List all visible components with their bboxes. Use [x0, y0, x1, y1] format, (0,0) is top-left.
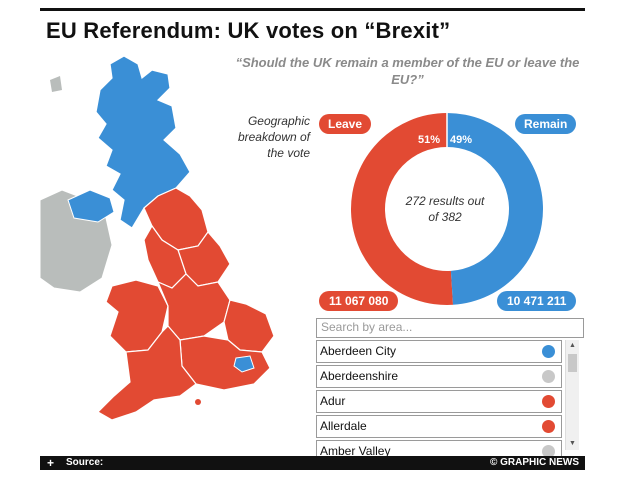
expand-icon[interactable]: +	[47, 456, 55, 470]
geographic-breakdown-label: Geographic breakdown of the vote	[237, 114, 310, 160]
remain-vote-count: 10 471 211	[497, 291, 577, 311]
scroll-down-icon[interactable]: ▼	[569, 440, 576, 447]
footer-bar: + Source: © GRAPHIC NEWS	[40, 456, 585, 470]
brand-credit: © GRAPHIC NEWS	[489, 457, 579, 468]
result-status-dot	[542, 445, 555, 458]
list-item[interactable]: Aberdeen City	[316, 340, 562, 363]
scroll-up-icon[interactable]: ▲	[569, 342, 576, 349]
source-link[interactable]: Source:	[66, 457, 104, 468]
leave-percent: 51%	[418, 134, 441, 146]
result-status-dot	[542, 395, 555, 408]
results-counter: 272 results out of 382	[405, 194, 485, 224]
page-title: EU Referendum: UK votes on “Brexit”	[46, 18, 451, 43]
scroll-thumb[interactable]	[568, 354, 577, 372]
area-name: Adur	[320, 394, 346, 408]
leave-label: Leave	[319, 114, 372, 134]
area-name: Aberdeen City	[320, 344, 397, 358]
area-name: Amber Valley	[320, 444, 391, 458]
area-name: Allerdale	[320, 419, 367, 433]
islands-west	[50, 76, 62, 92]
graphic-frame: EU Referendum: UK votes on “Brexit” “Sho…	[40, 8, 585, 470]
leave-vote-count: 11 067 080	[319, 291, 399, 311]
scotland[interactable]	[95, 55, 191, 229]
list-item[interactable]: Adur	[316, 390, 562, 413]
result-status-dot	[542, 420, 555, 433]
search-input[interactable]: Search by area...	[316, 318, 584, 338]
area-name: Aberdeenshire	[320, 369, 399, 383]
area-list: Aberdeen City Aberdeenshire Adur Allerdale A…	[316, 340, 562, 465]
isle-of-wight	[195, 399, 201, 405]
top-rule	[40, 8, 585, 11]
remain-percent: 49%	[450, 134, 473, 146]
result-status-dot	[542, 345, 555, 358]
london-region[interactable]	[233, 355, 255, 373]
list-scrollbar[interactable]: ▲ ▼	[565, 340, 579, 450]
result-status-dot	[542, 370, 555, 383]
list-item[interactable]: Allerdale	[316, 415, 562, 438]
uk-map[interactable]	[40, 50, 310, 460]
list-item[interactable]: Aberdeenshire	[316, 365, 562, 388]
south-west-region[interactable]	[97, 325, 197, 421]
referendum-question: “Should the UK remain a member of the EU…	[235, 55, 580, 87]
remain-label: Remain	[515, 114, 577, 134]
northern-ireland[interactable]	[67, 189, 115, 223]
